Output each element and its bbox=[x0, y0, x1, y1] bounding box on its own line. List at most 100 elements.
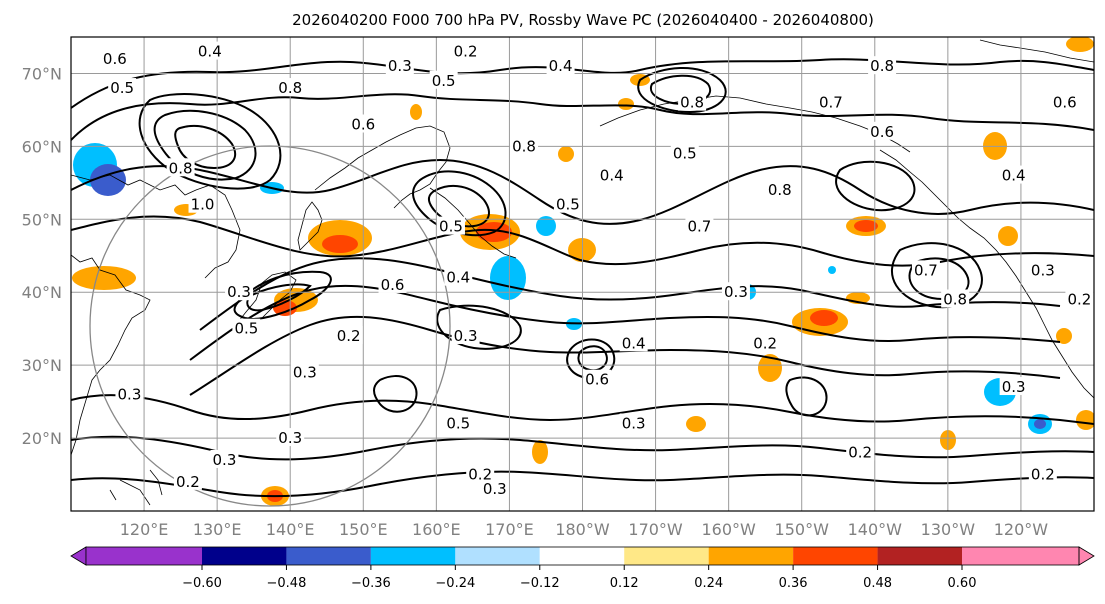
lon-tick-label: 140°W bbox=[848, 520, 903, 539]
contour-label-bg bbox=[166, 158, 195, 177]
contour-label: 0.8 bbox=[680, 94, 704, 112]
contour-label: 0.2 bbox=[337, 327, 361, 345]
colorbar-segment bbox=[86, 547, 202, 565]
colorbar-segment bbox=[624, 547, 709, 565]
colorbar-tick-label: 0.12 bbox=[610, 576, 639, 591]
contour-label-bg bbox=[444, 413, 473, 432]
contour-label-bg bbox=[466, 464, 495, 483]
contour-label: 0.5 bbox=[432, 72, 456, 90]
contour-label-bg bbox=[349, 114, 378, 133]
lat-tick-label: 60°N bbox=[22, 137, 62, 156]
contour-label: 0.3 bbox=[1031, 261, 1055, 279]
contour-label: 0.5 bbox=[439, 218, 463, 236]
contour-label-bg bbox=[553, 194, 582, 213]
contour-label-bg bbox=[173, 471, 202, 490]
contour-label: 0.4 bbox=[446, 269, 470, 287]
contour-label: 0.2 bbox=[454, 43, 478, 61]
anomaly-patch bbox=[758, 354, 782, 382]
contour-label-bg bbox=[334, 325, 363, 344]
contour-label: 0.4 bbox=[622, 334, 646, 352]
contour-label: 0.3 bbox=[724, 283, 748, 301]
contour-label-bg bbox=[868, 121, 897, 140]
contour-label-bg bbox=[225, 282, 254, 301]
contour-label-bg bbox=[1028, 464, 1057, 483]
contour-label: 0.3 bbox=[454, 327, 478, 345]
lon-tick-label: 120°E bbox=[120, 520, 169, 539]
contour-label: 0.3 bbox=[483, 480, 507, 498]
contour-label-bg bbox=[1028, 260, 1057, 279]
contour-label-bg bbox=[436, 216, 465, 235]
contour-label: 0.6 bbox=[103, 50, 127, 68]
colorbar-segment bbox=[455, 547, 540, 565]
contour-label-bg bbox=[721, 282, 750, 301]
colorbar-segment bbox=[708, 547, 794, 565]
colorbar-extend-high bbox=[1078, 546, 1095, 566]
contour-label: 0.4 bbox=[1002, 167, 1026, 185]
anomaly-patch bbox=[558, 146, 574, 162]
colorbar-tick-label: 0.60 bbox=[948, 576, 977, 591]
lat-tick-label: 70°N bbox=[22, 64, 62, 83]
anomaly-patch bbox=[410, 104, 422, 120]
contour-labels: 0.6 0.4 0.5 0.3 0.2 0.4 0.5 0.6 0.8 0.8 1.0 0.8 0.8 0… bbox=[100, 41, 1094, 498]
contour-label: 0.6 bbox=[351, 116, 375, 134]
contour-label: 0.8 bbox=[943, 291, 967, 309]
colorbar-tick-label: −0.12 bbox=[520, 576, 560, 591]
map-title: 2026040200 F000 700 hPa PV, Rossby Wave … bbox=[292, 11, 874, 29]
contour-label-bg bbox=[868, 56, 897, 75]
contour-label-bg bbox=[911, 260, 940, 279]
contour-label: 0.6 bbox=[870, 123, 894, 141]
lon-tick-label: 170°E bbox=[485, 520, 534, 539]
contour-label-bg bbox=[100, 48, 129, 67]
contour-label: 0.7 bbox=[914, 261, 938, 279]
contour-label-bg bbox=[751, 333, 780, 352]
contour-label: 0.8 bbox=[512, 137, 536, 155]
contour-label-bg bbox=[510, 136, 539, 155]
colorbar-tick-label: −0.24 bbox=[435, 576, 475, 591]
contour-label-bg bbox=[1050, 92, 1079, 111]
latitude-axis-labels: 20°N 30°N 40°N 50°N 60°N 70°N bbox=[22, 64, 62, 448]
contour-label: 1.0 bbox=[191, 196, 215, 214]
contour-label-bg bbox=[451, 325, 480, 344]
contour-label-bg bbox=[678, 92, 707, 111]
colorbar-segment bbox=[370, 547, 456, 565]
contour-label: 0.7 bbox=[819, 94, 843, 112]
contour-label-bg bbox=[115, 384, 144, 403]
colorbar: −0.60 −0.48 −0.36 −0.24 −0.12 0.12 0.24 0.36 0.4… bbox=[70, 546, 1095, 591]
contour-label-bg bbox=[765, 180, 794, 199]
contour-label-bg bbox=[429, 70, 458, 89]
contour-label: 0.8 bbox=[278, 79, 302, 97]
contour-label: 0.6 bbox=[585, 371, 609, 389]
anomaly-patch bbox=[1034, 419, 1046, 429]
contour-label-bg bbox=[846, 442, 875, 461]
contour-label: 0.6 bbox=[1053, 94, 1077, 112]
contour-label: 0.3 bbox=[622, 414, 646, 432]
contour-label: 0.5 bbox=[110, 79, 134, 97]
anomaly-patch bbox=[1076, 410, 1094, 430]
contour-label: 0.3 bbox=[213, 451, 237, 469]
contour-label-bg bbox=[232, 318, 261, 337]
lon-tick-label: 150°E bbox=[339, 520, 388, 539]
lon-tick-label: 180°W bbox=[555, 520, 610, 539]
contour-label: 0.5 bbox=[234, 320, 258, 338]
contour-label: 0.2 bbox=[753, 334, 777, 352]
contour-label-bg bbox=[378, 274, 407, 293]
contour-label-bg bbox=[210, 449, 239, 468]
contour-label-bg bbox=[108, 78, 137, 97]
anomaly-patch bbox=[828, 266, 836, 274]
contour-label: 0.8 bbox=[768, 181, 792, 199]
colorbar-segment bbox=[962, 547, 1079, 565]
contour-label-bg bbox=[619, 333, 648, 352]
contour-label: 0.3 bbox=[388, 57, 412, 75]
contour-label-bg bbox=[597, 165, 626, 184]
anomaly-patch bbox=[322, 235, 358, 253]
contour-label-bg bbox=[480, 479, 509, 498]
graticule bbox=[71, 37, 1094, 511]
anomaly-patch bbox=[998, 226, 1018, 246]
contour-label: 0.2 bbox=[176, 473, 200, 491]
anomaly-patch bbox=[618, 98, 634, 110]
coastlines bbox=[71, 39, 1094, 506]
contour-label: 0.4 bbox=[600, 167, 624, 185]
contour-label-bg bbox=[451, 41, 480, 60]
contour-label: 0.5 bbox=[673, 145, 697, 163]
colorbar-tick-label: 0.24 bbox=[694, 576, 723, 591]
